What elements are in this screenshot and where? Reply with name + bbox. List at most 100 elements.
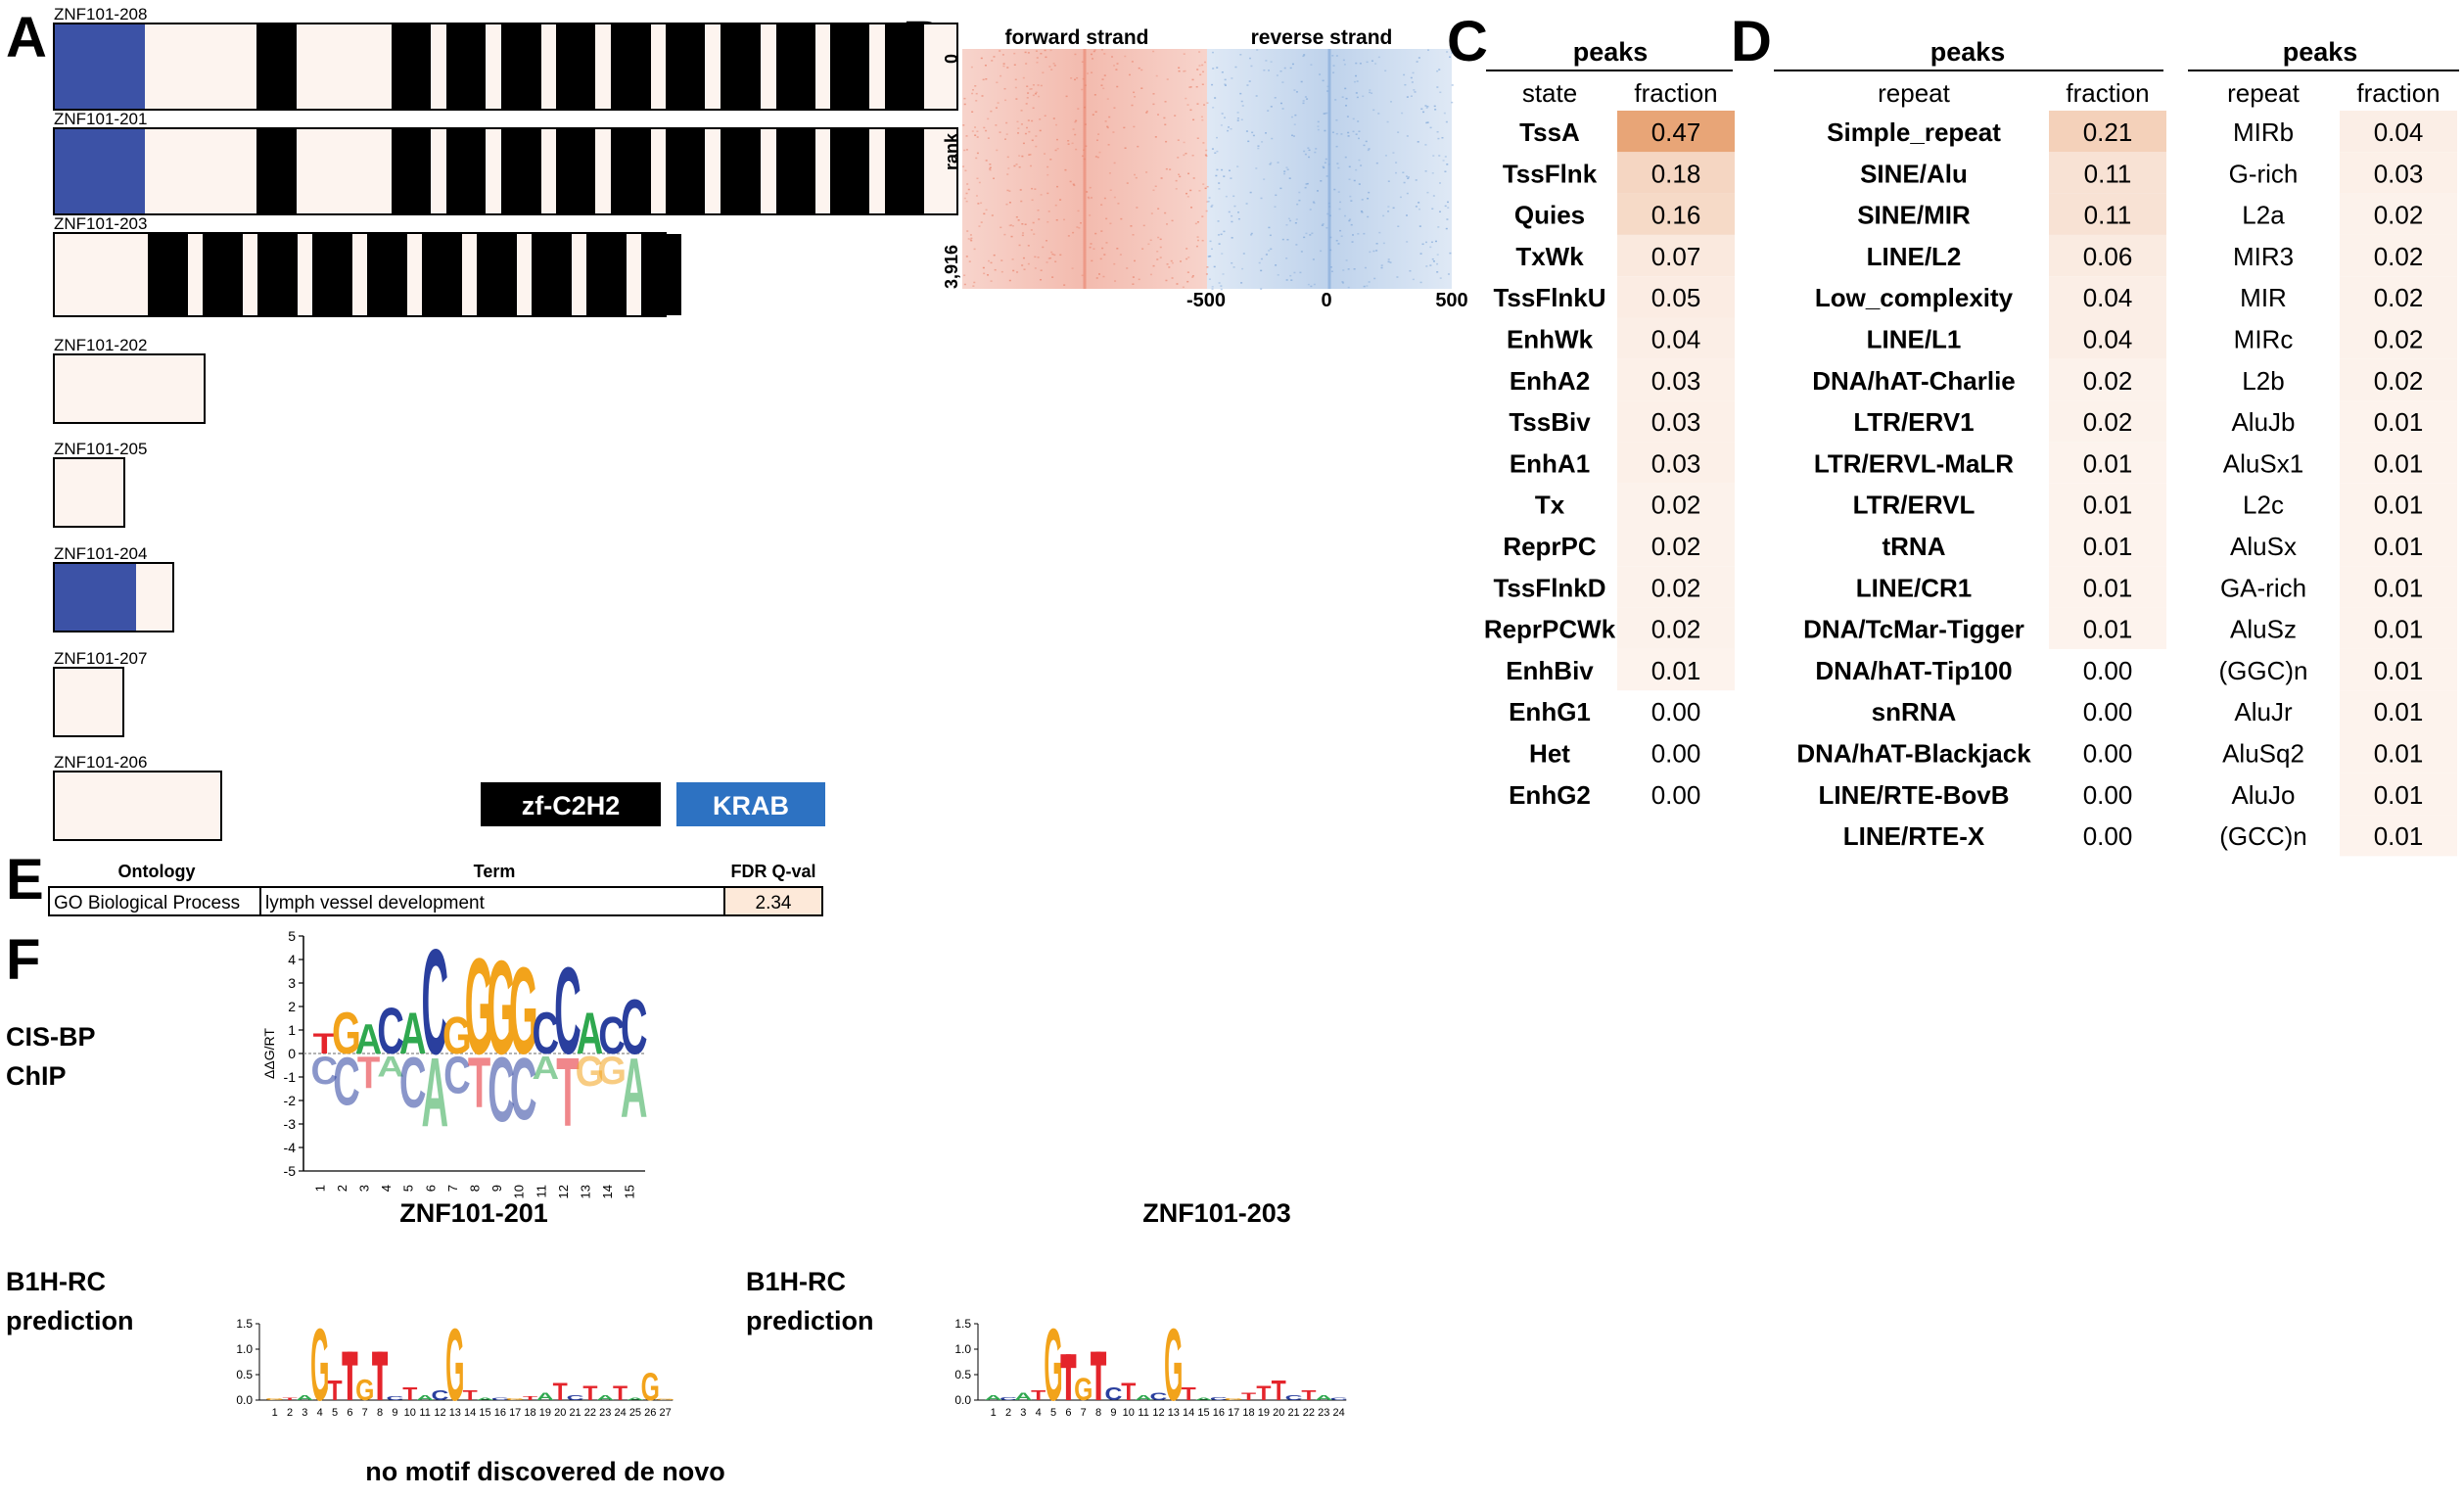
heatmap-noise — [1186, 280, 1189, 283]
heatmap-noise — [1276, 74, 1278, 76]
heatmap-noise — [1040, 269, 1043, 271]
heatmap-noise — [1325, 158, 1327, 161]
logo-letter: G — [576, 1048, 605, 1096]
heatmap-noise — [1250, 65, 1253, 68]
heatmap-noise — [1422, 111, 1425, 114]
heatmap-noise — [1051, 253, 1054, 256]
heatmap-noise — [1022, 142, 1025, 145]
heatmap-noise — [1089, 246, 1092, 249]
fraction-cell-bg — [2340, 234, 2457, 277]
logo-letter: C — [532, 1000, 559, 1066]
zf-c2h2-domain — [501, 129, 541, 213]
heatmap-noise — [1231, 237, 1233, 239]
heatmap-noise — [1268, 226, 1271, 229]
table-row-name: Low_complexity — [1815, 283, 2014, 312]
heatmap-noise — [1446, 218, 1449, 220]
heatmap-noise — [1250, 232, 1253, 235]
b1h-xtick-label: 17 — [509, 1407, 521, 1419]
heatmap-noise — [1201, 239, 1204, 242]
b1h-xtick-label: 16 — [1213, 1407, 1225, 1419]
isoform-name: ZNF101-206 — [54, 753, 147, 772]
logo-letter: T — [327, 1375, 343, 1406]
heatmap-noise — [1357, 120, 1360, 122]
heatmap-noise — [1295, 91, 1298, 93]
peak-tables: peaks state fraction TssA 0.47 TssFlnk 0.18… — [1484, 37, 2459, 857]
heatmap-noise — [1039, 118, 1042, 120]
heatmap-noise — [1126, 267, 1129, 269]
heatmap-noise — [1156, 251, 1159, 253]
heatmap-noise — [1292, 135, 1295, 137]
heatmap-noise — [1119, 254, 1122, 256]
logo-letter: C — [510, 1039, 537, 1139]
heatmap-noise — [1208, 278, 1211, 280]
heatmap-noise — [1303, 150, 1306, 153]
heatmap-noise — [1044, 153, 1046, 155]
no-motif-note: no motif discovered de novo — [365, 1457, 725, 1486]
zf-c2h2-domain — [501, 24, 541, 109]
logo-letter: T — [1301, 1388, 1317, 1404]
table-row-name: LINE/L1 — [1867, 325, 1962, 354]
heatmap-noise — [1445, 227, 1448, 230]
heatmap-noise — [1250, 234, 1253, 236]
heatmap-noise — [1214, 152, 1217, 155]
heatmap-noise — [1421, 243, 1424, 246]
heatmap-noise — [1134, 259, 1137, 262]
table-row-name: L2a — [2242, 201, 2285, 230]
heatmap-noise — [1333, 188, 1336, 191]
heatmap-noise — [1029, 164, 1032, 167]
heatmap-noise — [1149, 239, 1152, 242]
logo-letter: C — [432, 1388, 449, 1404]
heatmap-noise — [1329, 266, 1332, 268]
heatmap-noise — [1348, 165, 1351, 168]
heatmap-noise — [1353, 268, 1356, 270]
table-row-name: TssBiv — [1509, 407, 1591, 437]
heatmap-noise — [1419, 281, 1422, 284]
heatmap-noise — [1387, 211, 1390, 212]
heatmap-noise — [989, 168, 992, 171]
heatmap-noise — [1322, 165, 1325, 167]
heatmap-noise — [1356, 96, 1359, 99]
b1h-xtick-label: 3 — [1020, 1407, 1026, 1419]
heatmap-noise — [1157, 208, 1160, 210]
heatmap-noise — [1396, 276, 1399, 278]
heatmap-noise — [1046, 261, 1048, 263]
zf-c2h2-domain — [446, 129, 486, 213]
cisbp-xtick-label: 9 — [489, 1185, 504, 1192]
heatmap-noise — [1412, 278, 1415, 281]
logo-letter: T — [1182, 1383, 1196, 1404]
heatmap-noise — [1350, 200, 1353, 202]
cisbp-xtick-label: 7 — [445, 1185, 460, 1192]
heatmap-noise — [1216, 67, 1219, 69]
logo-letter: A — [1195, 1397, 1213, 1401]
heatmap-noise — [1304, 153, 1307, 156]
heatmap-noise — [1198, 65, 1201, 67]
heatmap-noise — [1171, 219, 1174, 222]
heatmap-noise — [1358, 183, 1361, 185]
table-row-name: MIR3 — [2233, 242, 2294, 271]
heatmap-noise — [1073, 184, 1076, 187]
zf-c2h2-domain — [611, 24, 651, 109]
heatmap-noise — [1263, 69, 1266, 71]
heatmap-noise — [1071, 267, 1074, 269]
heatmap-noise — [1020, 200, 1023, 203]
heatmap-noise — [1004, 138, 1007, 140]
b1h-xtick-label: 17 — [1228, 1407, 1239, 1419]
fraction-cell-bg — [2340, 111, 2457, 153]
heatmap-noise — [1171, 277, 1174, 279]
heatmap-noise — [1431, 208, 1434, 210]
b1h-xtick-label: 9 — [392, 1407, 397, 1419]
heatmap-noise — [1149, 273, 1152, 276]
heatmap-noise — [978, 225, 981, 227]
heatmap-noise — [1342, 269, 1345, 271]
heatmap-noise — [1081, 61, 1084, 63]
logo-letter: C — [554, 941, 581, 1080]
heatmap-noise — [1154, 136, 1157, 138]
heatmap-noise — [993, 177, 996, 180]
b1h-xtick-label: 11 — [1138, 1407, 1148, 1419]
heatmap-noise — [1185, 153, 1187, 155]
heatmap-noise — [982, 266, 985, 269]
logo-letter: T — [282, 1397, 297, 1401]
table-d2-top-header: peaks — [2283, 37, 2358, 67]
heatmap-noise — [1145, 110, 1148, 113]
heatmap-noise — [1017, 219, 1020, 221]
